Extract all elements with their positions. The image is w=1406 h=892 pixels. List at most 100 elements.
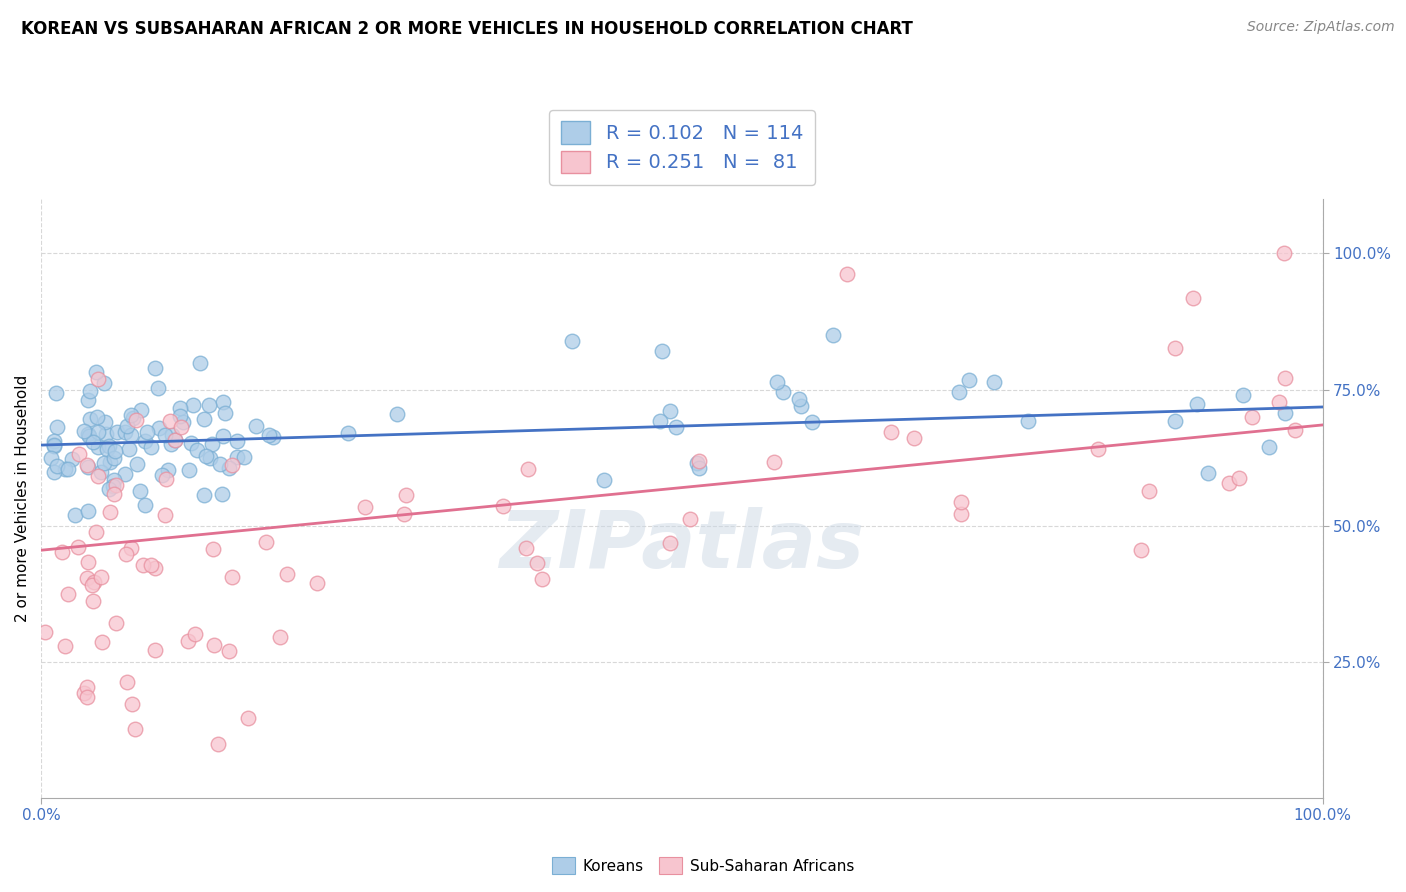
Point xyxy=(77,555,100,569)
Point xyxy=(87,440,110,454)
Point xyxy=(115,675,138,690)
Point xyxy=(659,536,682,550)
Point xyxy=(82,434,104,449)
Point xyxy=(245,418,267,433)
Point xyxy=(186,442,208,457)
Point xyxy=(58,461,80,475)
Point xyxy=(823,328,845,343)
Point xyxy=(132,558,155,572)
Point xyxy=(42,434,65,448)
Point xyxy=(77,427,100,442)
Point xyxy=(51,545,73,559)
Point xyxy=(226,434,249,448)
Point xyxy=(983,375,1005,389)
Point xyxy=(98,439,121,453)
Point xyxy=(114,425,136,439)
Point xyxy=(1268,395,1291,409)
Point xyxy=(262,430,284,444)
Point xyxy=(208,457,231,471)
Point xyxy=(53,639,76,653)
Point xyxy=(143,561,166,575)
Point xyxy=(77,460,100,475)
Point xyxy=(269,630,291,644)
Point xyxy=(1218,475,1240,490)
Point xyxy=(1227,470,1250,484)
Point xyxy=(790,399,813,413)
Point xyxy=(163,433,186,447)
Legend: R = 0.102   N = 114, R = 0.251   N =  81: R = 0.102 N = 114, R = 0.251 N = 81 xyxy=(550,110,814,185)
Point xyxy=(125,457,148,471)
Point xyxy=(665,420,688,434)
Point xyxy=(949,508,972,522)
Point xyxy=(1274,406,1296,420)
Point xyxy=(118,442,141,456)
Point xyxy=(117,419,139,434)
Point xyxy=(1017,414,1039,428)
Point xyxy=(233,450,256,465)
Point xyxy=(1272,246,1295,260)
Point xyxy=(212,429,235,443)
Point xyxy=(387,408,409,422)
Point xyxy=(190,356,212,370)
Point xyxy=(198,450,221,465)
Point xyxy=(79,411,101,425)
Point xyxy=(307,576,329,591)
Point xyxy=(193,412,215,426)
Point xyxy=(1185,397,1208,411)
Point xyxy=(800,415,823,429)
Point xyxy=(395,488,418,502)
Point xyxy=(83,575,105,590)
Point xyxy=(160,437,183,451)
Point xyxy=(163,434,186,448)
Text: Source: ZipAtlas.com: Source: ZipAtlas.com xyxy=(1247,20,1395,34)
Point xyxy=(765,375,787,389)
Legend: Koreans, Sub-Saharan Africans: Koreans, Sub-Saharan Africans xyxy=(546,851,860,880)
Point xyxy=(1087,442,1109,456)
Point xyxy=(516,462,538,476)
Point xyxy=(105,478,128,492)
Point xyxy=(79,384,101,399)
Point xyxy=(60,452,83,467)
Point xyxy=(93,456,115,470)
Point xyxy=(531,572,554,586)
Point xyxy=(276,566,298,581)
Point xyxy=(1197,466,1219,480)
Point xyxy=(45,385,67,400)
Point xyxy=(105,615,128,630)
Point xyxy=(762,455,785,469)
Point xyxy=(169,409,191,423)
Point xyxy=(686,456,709,470)
Point xyxy=(651,344,673,359)
Point xyxy=(103,450,125,465)
Point xyxy=(73,686,96,700)
Point xyxy=(122,410,145,425)
Text: KOREAN VS SUBSAHARAN AFRICAN 2 OR MORE VEHICLES IN HOUSEHOLD CORRELATION CHART: KOREAN VS SUBSAHARAN AFRICAN 2 OR MORE V… xyxy=(21,20,912,37)
Point xyxy=(772,384,794,399)
Point xyxy=(125,413,148,427)
Point xyxy=(76,458,98,473)
Point xyxy=(103,474,125,488)
Point xyxy=(153,428,176,442)
Point xyxy=(336,425,359,440)
Point xyxy=(515,541,537,556)
Point xyxy=(159,414,181,428)
Point xyxy=(39,450,62,465)
Point xyxy=(91,635,114,649)
Point xyxy=(76,504,98,518)
Point xyxy=(1163,341,1185,355)
Point xyxy=(34,624,56,639)
Point xyxy=(212,394,235,409)
Point xyxy=(160,428,183,442)
Point xyxy=(76,571,98,585)
Point xyxy=(1232,388,1254,402)
Point xyxy=(903,431,925,445)
Point xyxy=(1284,423,1306,437)
Point xyxy=(93,376,115,390)
Point xyxy=(183,627,205,641)
Point xyxy=(87,425,110,439)
Point xyxy=(120,409,142,423)
Point xyxy=(1163,413,1185,427)
Point xyxy=(98,505,121,519)
Point xyxy=(87,469,110,483)
Point xyxy=(67,447,90,461)
